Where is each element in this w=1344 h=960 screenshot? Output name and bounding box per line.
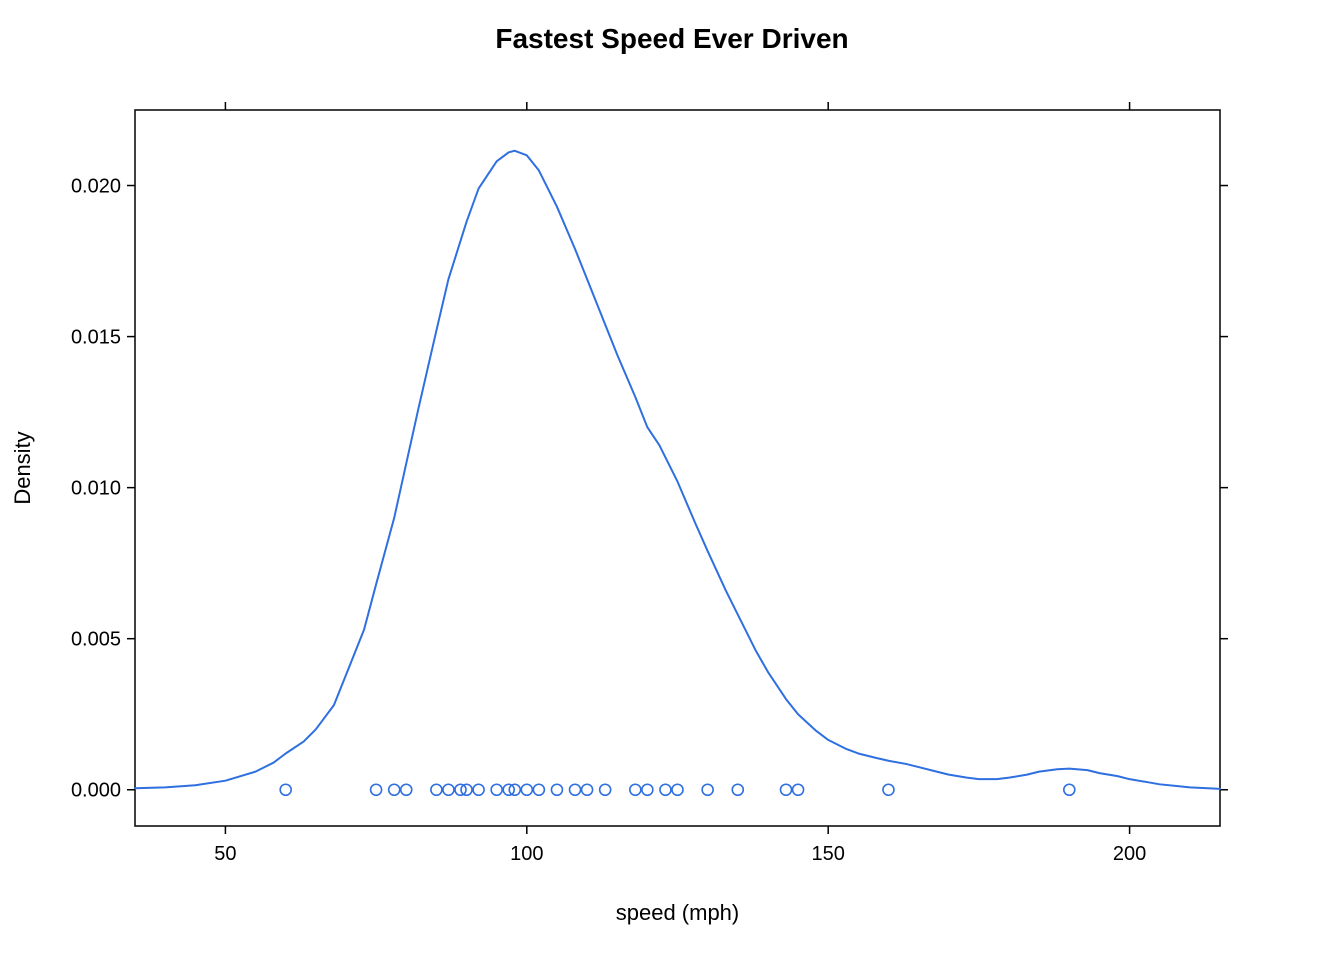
data-point bbox=[371, 784, 382, 795]
y-tick-label: 0.015 bbox=[71, 327, 121, 349]
data-point bbox=[401, 784, 412, 795]
plot-frame bbox=[135, 110, 1220, 826]
data-point bbox=[793, 784, 804, 795]
data-point bbox=[533, 784, 544, 795]
data-point bbox=[389, 784, 400, 795]
data-point bbox=[473, 784, 484, 795]
x-tick-label: 100 bbox=[510, 843, 543, 865]
y-tick-label: 0.000 bbox=[71, 780, 121, 802]
data-point bbox=[521, 784, 532, 795]
data-point bbox=[732, 784, 743, 795]
data-point bbox=[280, 784, 291, 795]
data-point bbox=[443, 784, 454, 795]
x-axis-label: speed (mph) bbox=[616, 900, 740, 925]
data-point bbox=[600, 784, 611, 795]
data-point bbox=[642, 784, 653, 795]
x-tick-label: 200 bbox=[1113, 843, 1146, 865]
y-axis-label: Density bbox=[10, 431, 35, 504]
data-point bbox=[570, 784, 581, 795]
chart-title: Fastest Speed Ever Driven bbox=[495, 23, 848, 54]
y-tick-label: 0.020 bbox=[71, 176, 121, 198]
data-point bbox=[551, 784, 562, 795]
data-point bbox=[582, 784, 593, 795]
data-point bbox=[1064, 784, 1075, 795]
density-curve bbox=[135, 151, 1220, 789]
density-chart: Fastest Speed Ever Driven 50 100 150 200 0.00… bbox=[0, 0, 1344, 960]
x-tick-label: 150 bbox=[812, 843, 845, 865]
data-point bbox=[630, 784, 641, 795]
data-point bbox=[491, 784, 502, 795]
x-tick-label: 50 bbox=[214, 843, 236, 865]
chart-svg: Fastest Speed Ever Driven 50 100 150 200 0.00… bbox=[0, 0, 1344, 960]
data-point bbox=[883, 784, 894, 795]
data-point bbox=[431, 784, 442, 795]
data-point bbox=[660, 784, 671, 795]
data-point bbox=[702, 784, 713, 795]
y-tick-label: 0.005 bbox=[71, 629, 121, 651]
data-point bbox=[672, 784, 683, 795]
y-tick-label: 0.010 bbox=[71, 478, 121, 500]
data-point bbox=[781, 784, 792, 795]
